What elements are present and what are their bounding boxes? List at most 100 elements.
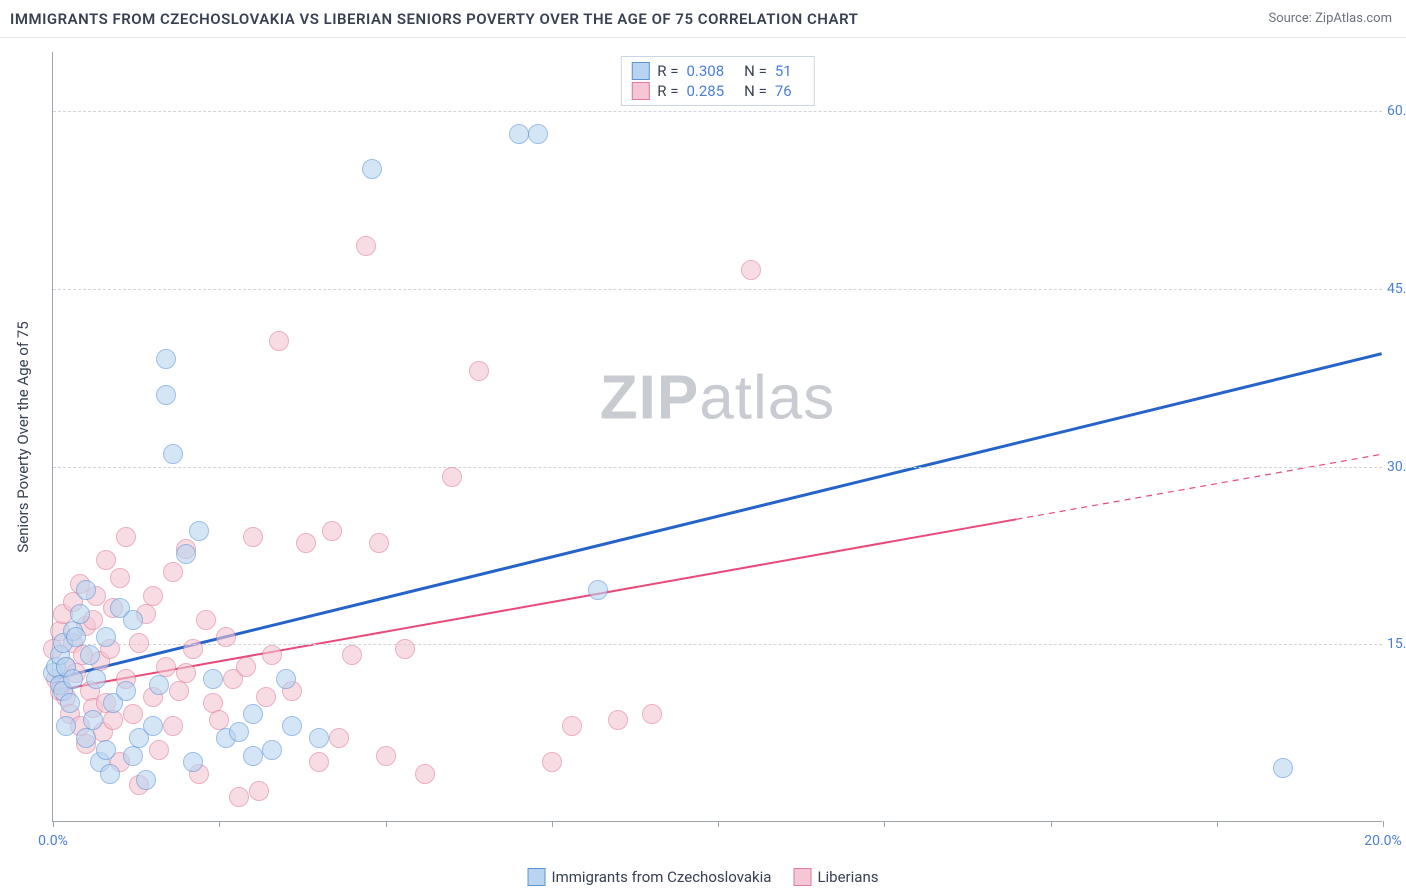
scatter-point-czech xyxy=(76,728,96,748)
scatter-point-liberian xyxy=(96,550,116,570)
correlation-legend: R = 0.308 N = 51 R = 0.285 N = 76 xyxy=(620,56,814,106)
scatter-point-czech xyxy=(60,693,80,713)
n-label: N = xyxy=(744,82,767,100)
scatter-point-czech xyxy=(229,722,249,742)
scatter-point-czech xyxy=(96,740,116,760)
scatter-point-liberian xyxy=(415,764,435,784)
scatter-point-liberian xyxy=(542,752,562,772)
scatter-point-liberian xyxy=(322,521,342,541)
scatter-point-liberian xyxy=(163,716,183,736)
x-tick xyxy=(53,821,54,827)
scatter-point-czech xyxy=(176,544,196,564)
scatter-point-liberian xyxy=(342,645,362,665)
scatter-point-czech xyxy=(80,645,100,665)
legend-row-czech: R = 0.308 N = 51 xyxy=(631,61,803,81)
scatter-point-czech xyxy=(309,728,329,748)
scatter-point-czech xyxy=(86,669,106,689)
x-tick xyxy=(1383,821,1384,827)
r-label: R = xyxy=(657,62,678,80)
swatch-liberian xyxy=(631,82,649,100)
gridline-h xyxy=(53,111,1382,112)
scatter-point-czech xyxy=(528,124,548,144)
scatter-point-czech xyxy=(243,746,263,766)
scatter-point-czech xyxy=(116,681,136,701)
y-tick-label: 45.0% xyxy=(1387,281,1406,297)
y-axis-label: Seniors Poverty Over the Age of 75 xyxy=(14,321,32,552)
trendline-czech xyxy=(53,354,1381,679)
legend-label-czech: Immigrants from Czechoslovakia xyxy=(552,868,772,886)
scatter-point-liberian xyxy=(163,562,183,582)
legend-label-liberian: Liberians xyxy=(817,868,878,886)
scatter-point-czech xyxy=(70,604,90,624)
x-tick xyxy=(884,821,885,827)
n-value-liberian: 76 xyxy=(775,82,792,100)
scatter-point-czech xyxy=(66,627,86,647)
scatter-point-czech xyxy=(509,124,529,144)
scatter-point-czech xyxy=(149,675,169,695)
x-tick-label: 0.0% xyxy=(38,833,68,849)
watermark-rest: atlas xyxy=(699,364,835,433)
legend-item-czech: Immigrants from Czechoslovakia xyxy=(528,868,772,886)
swatch-czech xyxy=(631,62,649,80)
scatter-point-czech xyxy=(100,764,120,784)
x-tick xyxy=(1051,821,1052,827)
scatter-point-liberian xyxy=(116,527,136,547)
scatter-point-czech xyxy=(143,716,163,736)
scatter-point-czech xyxy=(63,669,83,689)
scatter-point-liberian xyxy=(243,527,263,547)
watermark-bold: ZIP xyxy=(600,364,699,433)
scatter-point-liberian xyxy=(183,639,203,659)
scatter-point-czech xyxy=(163,444,183,464)
swatch-liberian xyxy=(793,868,811,886)
scatter-point-czech xyxy=(243,704,263,724)
gridline-h xyxy=(53,467,1382,468)
scatter-point-liberian xyxy=(103,710,123,730)
plot-area: Seniors Poverty Over the Age of 75 ZIPat… xyxy=(52,52,1382,822)
scatter-point-liberian xyxy=(469,361,489,381)
scatter-point-liberian xyxy=(229,787,249,807)
scatter-point-liberian xyxy=(143,586,163,606)
scatter-point-liberian xyxy=(176,663,196,683)
scatter-point-liberian xyxy=(149,740,169,760)
scatter-point-liberian xyxy=(309,752,329,772)
scatter-point-liberian xyxy=(249,781,269,801)
scatter-point-czech xyxy=(76,580,96,600)
scatter-point-liberian xyxy=(256,687,276,707)
trendline-liberian xyxy=(53,519,1016,691)
scatter-point-liberian xyxy=(329,728,349,748)
scatter-point-liberian xyxy=(262,645,282,665)
scatter-point-czech xyxy=(156,349,176,369)
n-value-czech: 51 xyxy=(775,62,792,80)
r-value-liberian: 0.285 xyxy=(686,82,724,100)
scatter-point-czech xyxy=(136,770,156,790)
scatter-point-czech xyxy=(83,710,103,730)
legend-row-liberian: R = 0.285 N = 76 xyxy=(631,81,803,101)
x-tick-label: 20.0% xyxy=(1364,833,1402,849)
scatter-point-liberian xyxy=(608,710,628,730)
scatter-point-czech xyxy=(282,716,302,736)
scatter-point-liberian xyxy=(269,331,289,351)
swatch-czech xyxy=(528,868,546,886)
r-label: R = xyxy=(657,82,678,100)
source-label: Source: ZipAtlas.com xyxy=(1268,11,1392,26)
scatter-point-liberian xyxy=(741,260,761,280)
scatter-point-czech xyxy=(276,669,296,689)
scatter-point-czech xyxy=(183,752,203,772)
scatter-point-liberian xyxy=(369,533,389,553)
r-value-czech: 0.308 xyxy=(686,62,724,80)
x-tick xyxy=(718,821,719,827)
scatter-point-czech xyxy=(96,627,116,647)
n-label: N = xyxy=(744,62,767,80)
scatter-point-liberian xyxy=(562,716,582,736)
scatter-point-liberian xyxy=(642,704,662,724)
legend-item-liberian: Liberians xyxy=(793,868,878,886)
scatter-point-czech xyxy=(588,580,608,600)
scatter-point-czech xyxy=(189,521,209,541)
series-legend: Immigrants from Czechoslovakia Liberians xyxy=(528,868,879,886)
scatter-point-liberian xyxy=(216,627,236,647)
y-tick-label: 60.0% xyxy=(1387,103,1406,119)
y-tick-label: 30.0% xyxy=(1387,459,1406,475)
x-tick xyxy=(1217,821,1218,827)
chart-container: IMMIGRANTS FROM CZECHOSLOVAKIA VS LIBERI… xyxy=(0,0,1406,892)
y-tick-label: 15.0% xyxy=(1387,636,1406,652)
